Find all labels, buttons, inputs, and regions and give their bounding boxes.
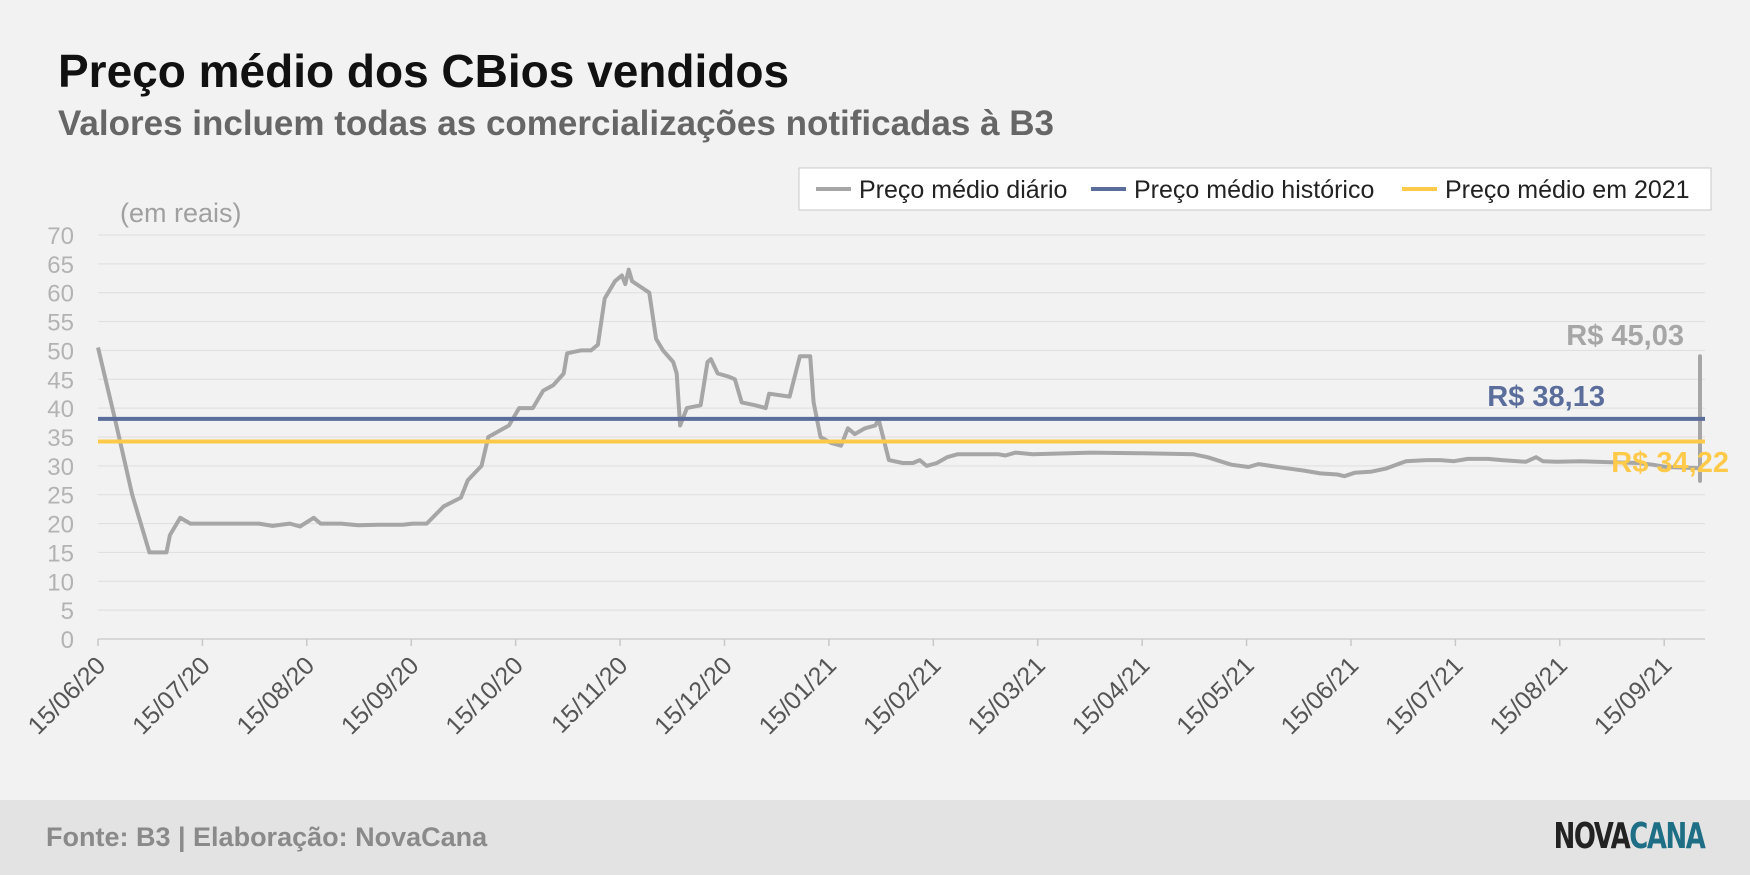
x-tick-label: 15/04/21 bbox=[1067, 651, 1156, 740]
x-axis: 15/06/20 15/07/20 15/08/20 15/09/20 15/10/20… bbox=[23, 638, 1705, 740]
source-note: Fonte: B3 | Elaboração: NovaCana bbox=[46, 822, 488, 852]
footer-bar: Fonte: B3 | Elaboração: NovaCana NOVACAN… bbox=[0, 800, 1750, 875]
x-tick-label: 15/03/21 bbox=[962, 651, 1051, 740]
y-tick-label: 15 bbox=[47, 540, 74, 567]
y-tick-label: 40 bbox=[47, 396, 74, 423]
x-tick-label: 15/11/20 bbox=[546, 651, 633, 738]
x-tick-label: 15/07/21 bbox=[1380, 651, 1469, 740]
y-tick-label: 25 bbox=[47, 483, 74, 510]
legend-box bbox=[798, 167, 1712, 211]
y-tick-label: 10 bbox=[47, 569, 74, 596]
series-labels: R$ 45,03 R$ 38,13 R$ 34,22 bbox=[1487, 320, 1729, 479]
y-tick-label: 20 bbox=[47, 512, 74, 539]
x-tick-label: 15/09/21 bbox=[1589, 651, 1678, 740]
end-label-historic: R$ 38,13 bbox=[1487, 381, 1605, 413]
x-tick-label: 15/12/20 bbox=[649, 651, 738, 740]
y-tick-label: 55 bbox=[47, 310, 74, 337]
grid-lines bbox=[98, 234, 1705, 611]
x-tick-label: 15/08/21 bbox=[1484, 651, 1573, 740]
x-tick-label: 15/09/20 bbox=[336, 651, 425, 740]
x-tick-label: 15/07/20 bbox=[127, 651, 216, 740]
y-tick-label: 35 bbox=[47, 425, 74, 452]
y-tick-label: 70 bbox=[47, 223, 74, 250]
y-tick-label: 45 bbox=[47, 367, 74, 394]
x-tick-label: 15/06/21 bbox=[1276, 651, 1365, 740]
y-tick-label: 60 bbox=[47, 281, 74, 308]
end-label-daily: R$ 45,03 bbox=[1566, 320, 1684, 352]
x-tick-label: 15/08/20 bbox=[231, 651, 320, 740]
series-layer bbox=[96, 267, 1705, 555]
x-tick-label: 15/05/21 bbox=[1171, 651, 1260, 740]
x-tick-label: 15/02/21 bbox=[858, 651, 947, 740]
y-tick-label: 5 bbox=[61, 598, 74, 625]
chart-title: Preço médio dos CBios vendidos bbox=[58, 45, 790, 97]
y-tick-label: 65 bbox=[47, 252, 74, 279]
x-tick-label: 15/01/21 bbox=[754, 651, 843, 740]
y-tick-label: 0 bbox=[61, 627, 74, 654]
legend-label-historic: Preço médio histórico bbox=[1134, 176, 1374, 204]
legend-label-2021: Preço médio em 2021 bbox=[1445, 176, 1690, 204]
novacana-logo: NOVACANA bbox=[1553, 816, 1705, 857]
legend: Preço médio diário Preço médio histórico… bbox=[798, 167, 1712, 211]
legend-label-daily: Preço médio diário bbox=[859, 176, 1067, 204]
chart-subtitle: Valores incluem todas as comercializaçõe… bbox=[58, 104, 1054, 143]
x-tick-label: 15/10/20 bbox=[440, 651, 529, 740]
unit-label: (em reais) bbox=[120, 198, 242, 228]
end-label-2021: R$ 34,22 bbox=[1611, 447, 1729, 479]
series-line-daily bbox=[96, 267, 1702, 555]
x-tick-label: 15/06/20 bbox=[23, 651, 112, 740]
y-tick-label: 50 bbox=[47, 338, 74, 365]
y-tick-label: 30 bbox=[47, 454, 74, 481]
